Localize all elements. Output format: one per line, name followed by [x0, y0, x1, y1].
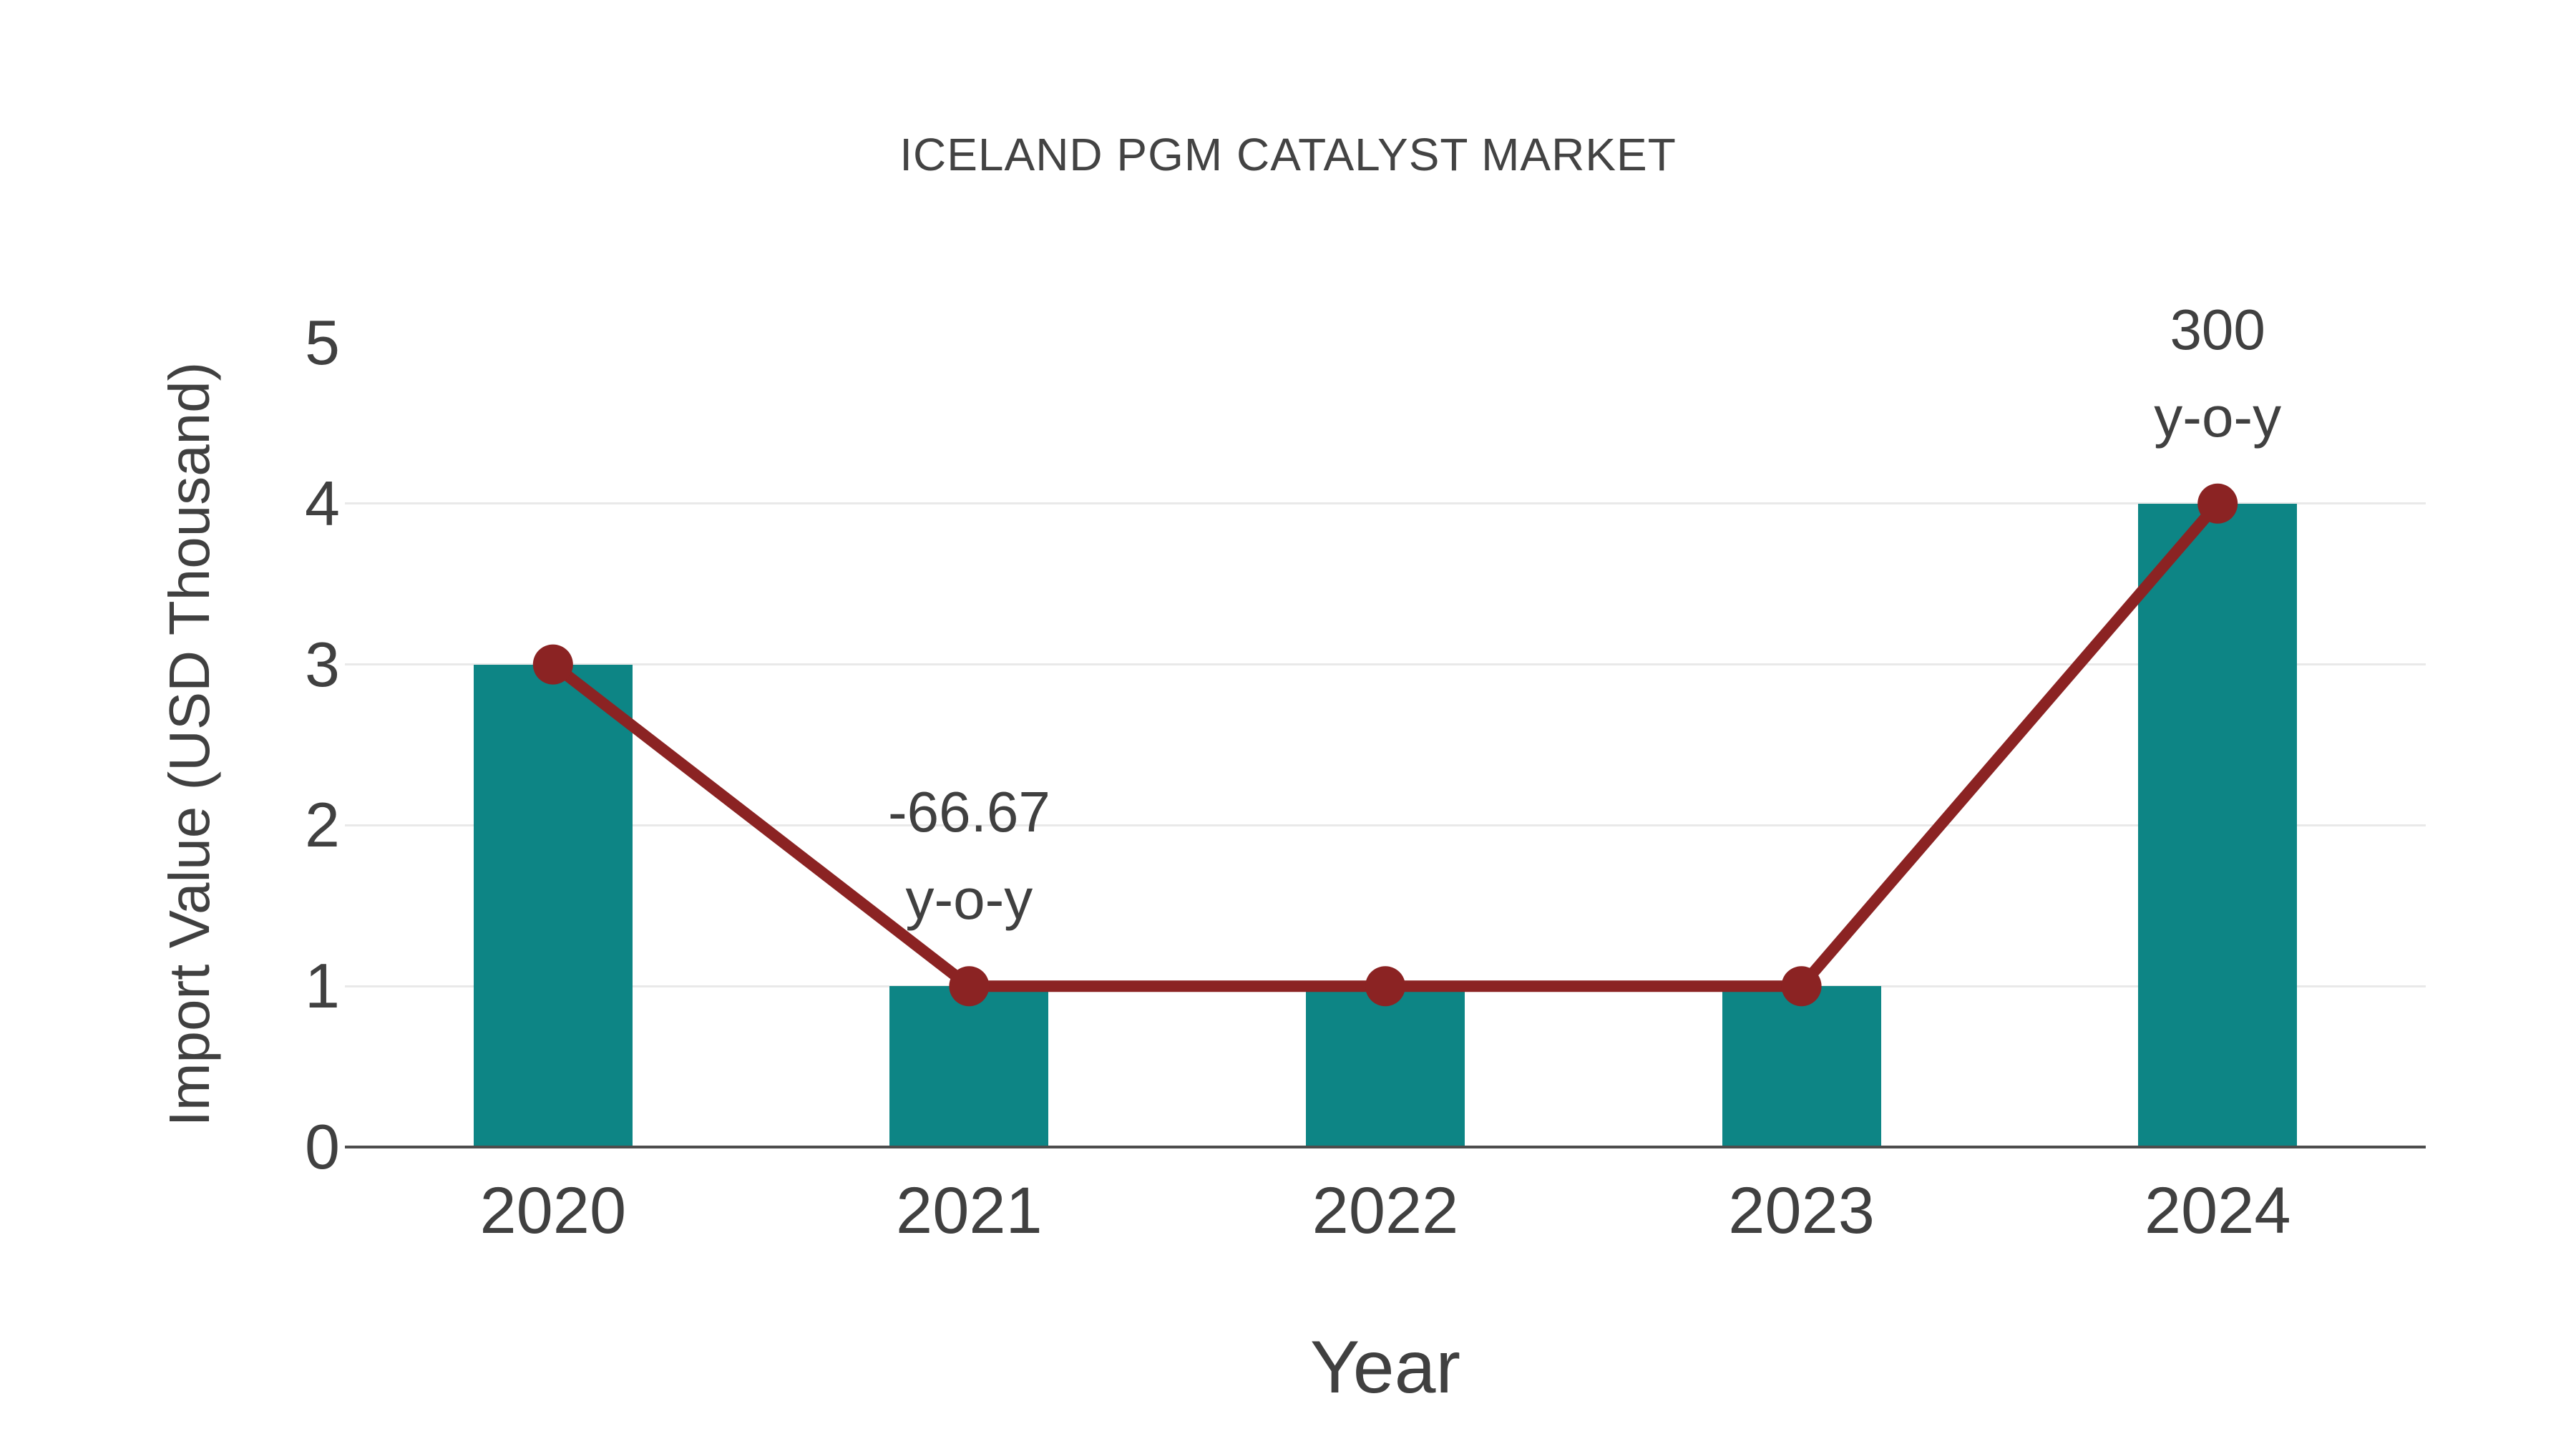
line-marker-2020 — [532, 644, 573, 685]
line-marker-2022 — [1365, 966, 1405, 1007]
y-tick-label-1: 1 — [305, 950, 340, 1022]
bar-2021 — [889, 986, 1049, 1147]
bar-2020 — [473, 664, 633, 1147]
annotation-2024-line-1: y-o-y — [2154, 384, 2282, 449]
x-tick-label-2022: 2022 — [1312, 1174, 1459, 1247]
annotation-2024-line-0: 300 — [2170, 297, 2265, 361]
annotation-2021-line-0: -66.67 — [887, 780, 1050, 844]
line-marker-2023 — [1781, 966, 1822, 1007]
x-tick-label-2021: 2021 — [896, 1174, 1043, 1247]
x-tick-label-2023: 2023 — [1728, 1174, 1875, 1247]
annotation-2021-line-1: y-o-y — [905, 867, 1033, 932]
chart-title: ICELAND PGM CATALYST MARKET — [899, 129, 1677, 180]
annotation-2024: 300 y-o-y — [2154, 286, 2281, 461]
annotation-2021: -66.67 y-o-y — [888, 769, 1050, 943]
x-axis-line — [345, 1146, 2426, 1148]
line-marker-2021 — [949, 966, 990, 1007]
gridline-y3 — [345, 663, 2426, 666]
gridline-y2 — [345, 824, 2426, 826]
y-tick-label-4: 4 — [305, 467, 340, 539]
line-marker-2024 — [2197, 483, 2238, 524]
x-tick-label-2020: 2020 — [479, 1174, 627, 1247]
x-tick-label-2024: 2024 — [2144, 1174, 2291, 1247]
bar-2023 — [1722, 986, 1881, 1147]
x-axis-title: Year — [1309, 1326, 1461, 1409]
y-tick-label-2: 2 — [305, 789, 340, 861]
gridline-y4 — [345, 502, 2426, 505]
trend-line — [549, 499, 2223, 992]
bar-2022 — [1306, 986, 1465, 1147]
y-tick-label-0: 0 — [305, 1111, 340, 1182]
y-tick-label-3: 3 — [305, 628, 340, 700]
bar-2024 — [2138, 503, 2298, 1147]
y-tick-label-5: 5 — [305, 307, 340, 378]
